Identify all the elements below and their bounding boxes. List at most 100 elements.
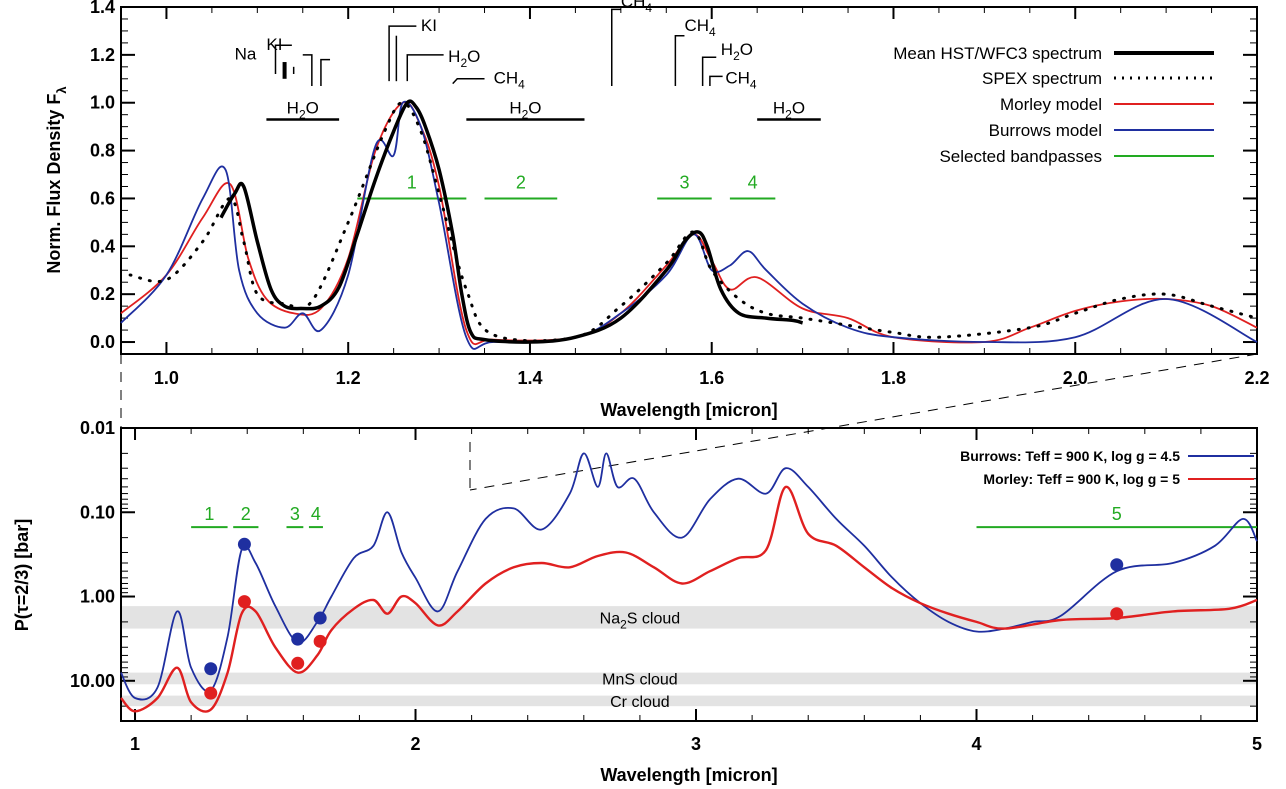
top-plot-frame — [120, 6, 1258, 355]
top-x-tick-label: 1.6 — [699, 368, 724, 388]
top-x-tick-label: 1.8 — [881, 368, 906, 388]
bottom-x-tick-label: 2 — [411, 734, 421, 754]
bottom-x-axis-title: Wavelength [micron] — [600, 765, 777, 785]
top-x-tick-label: 2.0 — [1063, 368, 1088, 388]
top-x-tick-label: 1.4 — [517, 368, 542, 388]
legend-label-hst: Mean HST/WFC3 spectrum — [893, 44, 1102, 63]
molecule-label: CH4 — [621, 0, 653, 15]
molecule-bracket — [674, 34, 685, 86]
bottom-bandpass-label: 3 — [290, 504, 300, 524]
top-panel: 1.0 1.2 1.4 1.6 1.8 2.0 2.2 0.00.20.40.60.81.0… — [44, 0, 1270, 420]
series-mean-hst-wfc3-spectrum — [219, 99, 804, 344]
legend-label-burrows-p: Burrows: Teff = 900 K, log g = 4.5 — [960, 448, 1180, 464]
h2o-band-label: H2O — [773, 98, 805, 121]
bottom-y-tick-label: 10.00 — [70, 671, 115, 691]
top-series — [120, 99, 1259, 350]
bottom-x-tick-label: 5 — [1252, 734, 1262, 754]
series-spex-spectrum — [128, 101, 1259, 343]
zoom-indicator — [120, 353, 1258, 491]
bottom-bandpass-label: 2 — [241, 504, 251, 524]
bandpass-point-blue — [1110, 558, 1124, 572]
bottom-bandpass-label: 4 — [311, 504, 321, 524]
top-y-tick-label: 0.6 — [90, 188, 115, 208]
molecule-bracket — [709, 75, 723, 86]
molecule-bracket — [320, 58, 331, 86]
bottom-y-tick-label: 1.00 — [80, 587, 115, 607]
bottom-x-tick-label: 4 — [971, 734, 981, 754]
molecule-bracket — [406, 54, 444, 82]
top-y-tick-label: 0.0 — [90, 332, 115, 352]
top-x-ticks: 1.0 1.2 1.4 1.6 1.8 2.0 2.2 — [120, 7, 1270, 388]
bandpass-label: 1 — [407, 172, 417, 192]
bottom-y-tick-label: 0.01 — [80, 418, 115, 438]
cloud-band — [121, 606, 1257, 629]
molecule-label: Na — [235, 45, 257, 64]
legend-label-bandpasses: Selected bandpasses — [939, 147, 1102, 166]
bandpass-point-blue — [237, 537, 251, 551]
top-y-axis-label: Norm. Flux Density F — [44, 94, 64, 274]
molecule-label: CH4 — [684, 16, 716, 39]
top-y-tick-label: 1.0 — [90, 93, 115, 113]
molecule-bracket — [452, 78, 485, 85]
bottom-y-ticks: 0.01 0.10 1.00 10.00 — [70, 418, 1257, 722]
bandpass-point-blue — [291, 632, 305, 646]
bandpass-point-blue — [313, 611, 327, 625]
bandpass-point-blue — [204, 662, 218, 676]
legend-label-morley: Morley model — [1000, 95, 1102, 114]
top-y-axis-sub: λ — [54, 86, 69, 94]
bottom-legend: Burrows: Teff = 900 K, log g = 4.5 Morle… — [960, 448, 1254, 487]
bottom-bandpass-label: 1 — [204, 504, 214, 524]
bottom-plot-frame — [120, 427, 1258, 722]
top-y-tick-label: 1.2 — [90, 45, 115, 65]
legend-label-burrows: Burrows model — [989, 121, 1102, 140]
top-x-tick-label: 2.2 — [1244, 368, 1269, 388]
molecule-bracket — [274, 44, 292, 75]
molecule-bracket — [302, 54, 313, 86]
top-x-axis-title: Wavelength [micron] — [600, 400, 777, 420]
bandpass-label: 4 — [748, 172, 758, 192]
cloud-label: Na2S cloud — [600, 610, 681, 631]
top-y-tick-label: 0.8 — [90, 141, 115, 161]
top-x-tick-label: 1.0 — [154, 368, 179, 388]
molecule-label: CH4 — [725, 69, 757, 92]
top-y-tick-label: 1.4 — [90, 0, 115, 17]
molecule-bracket — [388, 25, 417, 82]
molecule-bracket — [611, 8, 621, 86]
bandpass-point-red — [313, 634, 327, 648]
series-blue-pressure — [120, 452, 1258, 701]
bottom-x-tick-label: 1 — [130, 734, 140, 754]
molecule-label: H2O — [448, 47, 480, 70]
legend-label-spex: SPEX spectrum — [982, 69, 1102, 88]
cloud-layers: Na2S cloud MnS cloud Cr cloud — [121, 606, 1257, 711]
bandpass-label: 3 — [679, 172, 689, 192]
h2o-band-markers: H2O H2O H2O — [266, 98, 821, 121]
molecule-label: KI — [266, 35, 282, 54]
molecule-label: H2O — [721, 40, 753, 63]
h2o-band-label: H2O — [287, 98, 319, 121]
bandpass-point-red — [291, 656, 305, 670]
top-y-tick-label: 0.2 — [90, 284, 115, 304]
h2o-band-label: H2O — [509, 98, 541, 121]
bottom-bandpass-label: 5 — [1112, 504, 1122, 524]
top-x-tick-label: 1.2 — [336, 368, 361, 388]
top-legend: Mean HST/WFC3 spectrum SPEX spectrum Mor… — [893, 44, 1214, 166]
top-y-tick-label: 0.4 — [90, 236, 115, 256]
svg-text:Norm. Flux Density Fλ: Norm. Flux Density Fλ — [44, 86, 69, 274]
top-y-ticks: 0.0 0.2 0.4 0.6 0.8 1.0 1.2 1.4 — [90, 0, 1257, 352]
top-y-axis-title: Norm. Flux Density Fλ — [44, 86, 69, 274]
bottom-y-axis-title: P(τ=2/3) [bar] — [12, 519, 32, 632]
cloud-label: Cr cloud — [610, 694, 670, 711]
bandpass-points — [204, 537, 1124, 700]
molecule-label: KI — [421, 16, 437, 35]
bottom-x-tick-label: 3 — [691, 734, 701, 754]
series-burrows-model — [120, 100, 1258, 350]
top-bandpasses: 1 2 3 4 — [357, 172, 776, 200]
molecule-bracket — [701, 56, 717, 86]
bandpass-point-red — [204, 686, 218, 700]
cloud-label: MnS cloud — [602, 671, 678, 688]
molecule-label: CH4 — [494, 69, 526, 92]
